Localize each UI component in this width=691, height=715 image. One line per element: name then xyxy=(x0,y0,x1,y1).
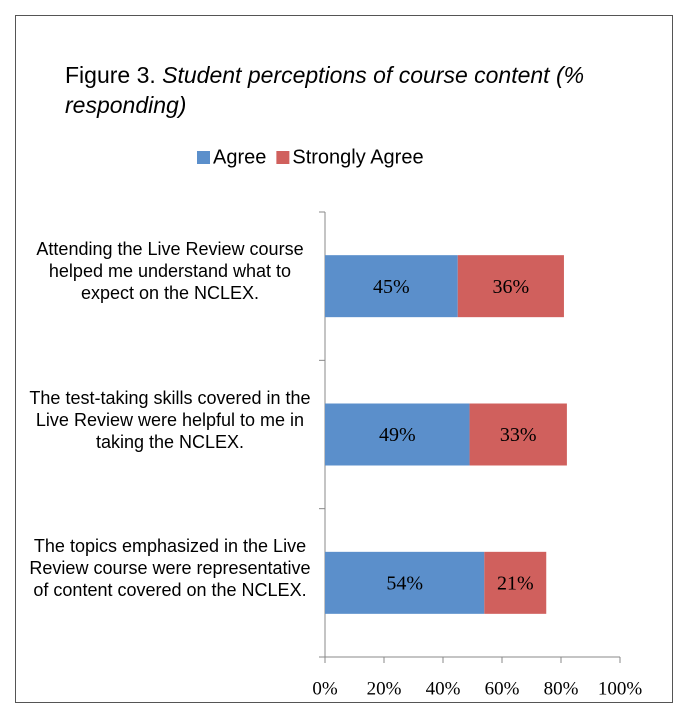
data-label: 36% xyxy=(493,276,530,298)
data-label: 45% xyxy=(373,276,410,298)
chart-border xyxy=(15,15,673,703)
legend-swatch xyxy=(276,151,290,164)
data-label: 49% xyxy=(379,424,416,446)
category-label: The topics emphasized in the Live Review… xyxy=(29,535,311,600)
x-tick-label: 0% xyxy=(312,678,338,699)
bar-segment xyxy=(484,551,547,614)
bar-segment xyxy=(469,403,567,466)
legend-label: Strongly Agree xyxy=(292,146,423,168)
chart-title: Figure 3. xyxy=(65,62,156,88)
data-label: 21% xyxy=(497,572,534,594)
x-tick-label: 100% xyxy=(598,678,643,699)
category-label: Attending the Live Review course helped … xyxy=(36,239,304,304)
x-tick-label: 80% xyxy=(544,678,579,699)
bar-segment xyxy=(325,403,470,466)
chart-subtitle: Student perceptions of course content (%… xyxy=(65,62,585,118)
bar-segment xyxy=(325,255,458,318)
x-tick-label: 40% xyxy=(426,678,461,699)
data-label: 54% xyxy=(386,572,423,594)
bar-segment xyxy=(325,551,485,614)
chart-title-block: Figure 3. Student perceptions of course … xyxy=(65,60,585,120)
data-label: 33% xyxy=(500,424,537,446)
legend-swatch xyxy=(197,151,210,164)
bar-segment xyxy=(457,255,564,318)
category-label: The test-taking skills covered in the Li… xyxy=(29,387,311,452)
x-tick-label: 20% xyxy=(367,678,402,699)
x-tick-label: 60% xyxy=(485,678,520,699)
legend-label: Agree xyxy=(213,146,266,168)
